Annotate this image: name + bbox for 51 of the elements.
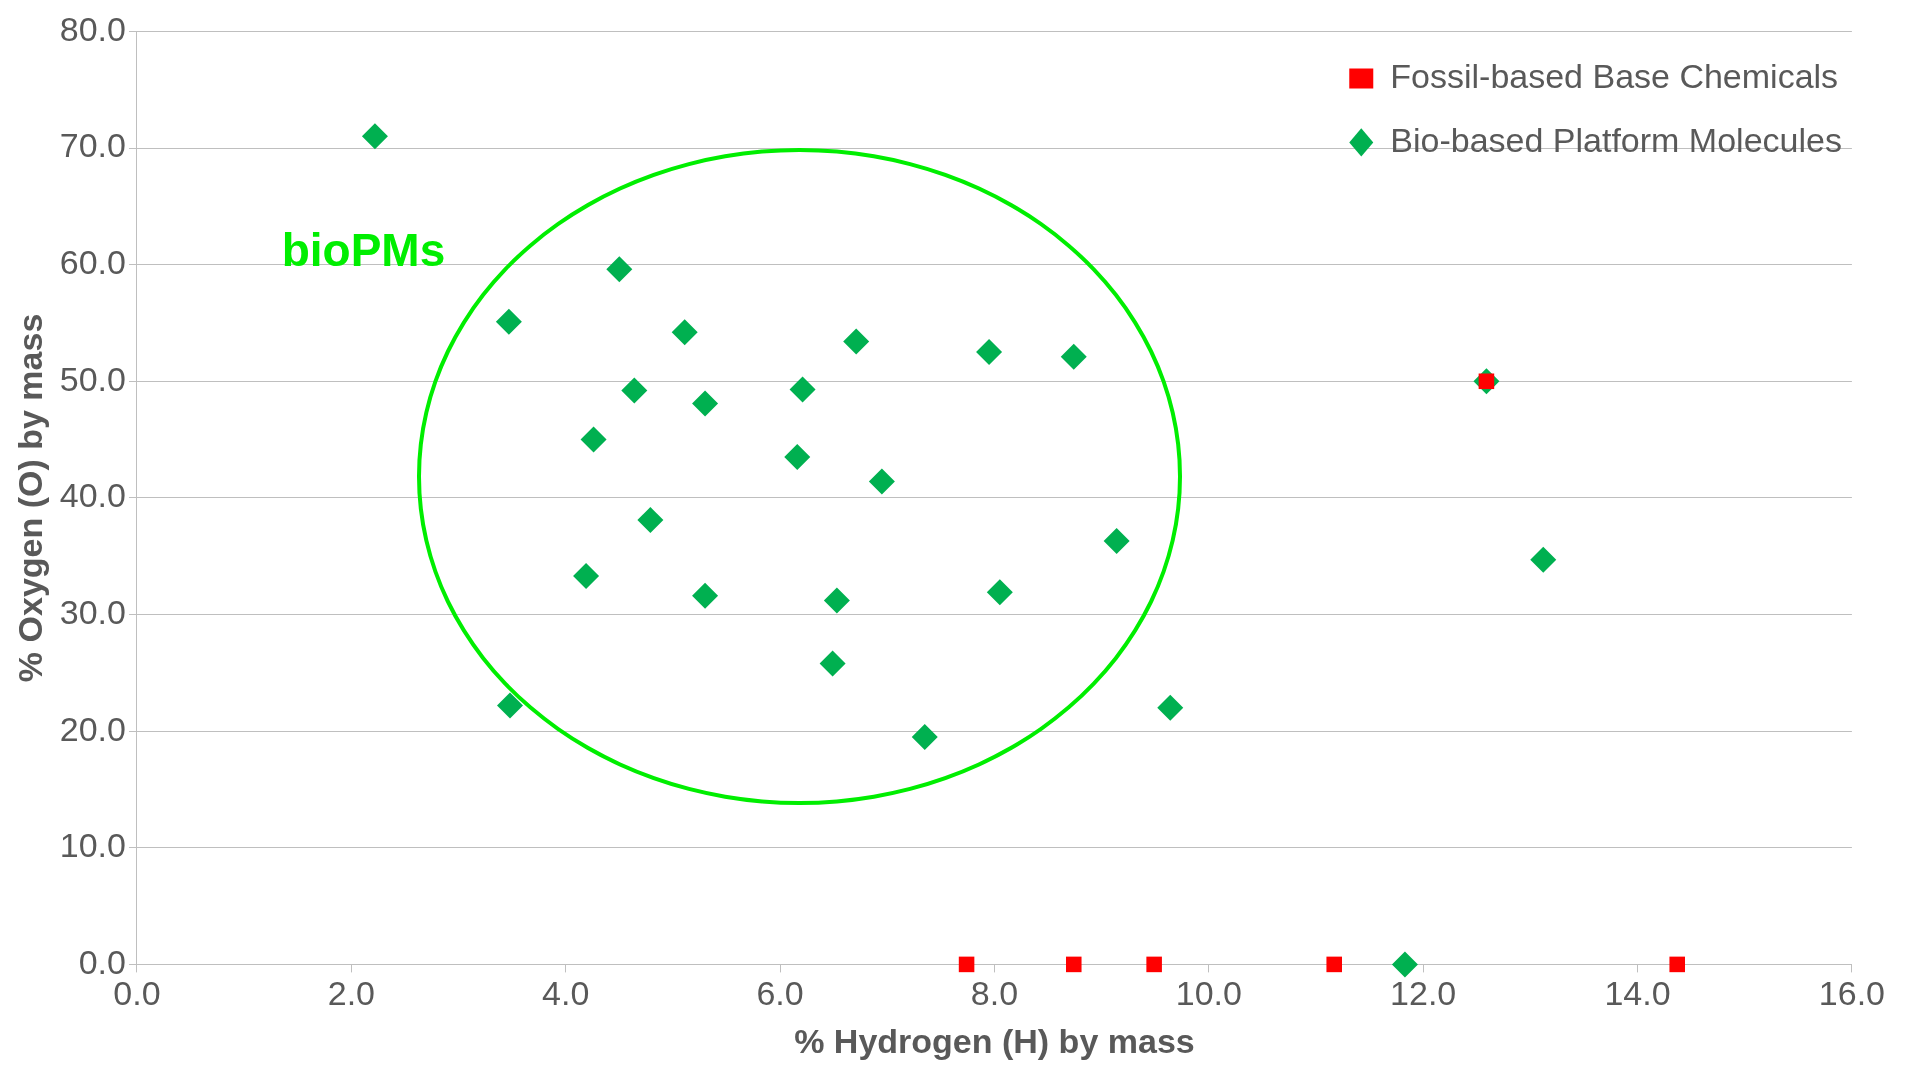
x-tick-label: 10.0 [1175, 974, 1242, 1013]
point [692, 582, 719, 609]
y-tick-label: 70.0 [59, 126, 126, 165]
y-tick-label: 10.0 [59, 826, 126, 865]
point [692, 390, 719, 417]
y-tick-label: 80.0 [59, 9, 126, 48]
point [819, 650, 846, 677]
legend-label: Bio-based Platform Molecules [1390, 120, 1842, 159]
point [621, 377, 648, 404]
point [986, 579, 1013, 606]
point [361, 123, 388, 150]
y-tick-label: 30.0 [59, 592, 126, 631]
y-tick-label: 20.0 [59, 709, 126, 748]
x-tick-label: 2.0 [327, 974, 375, 1013]
point [495, 308, 522, 335]
point [1391, 951, 1418, 978]
x-tick-label: 6.0 [756, 974, 804, 1013]
y-tick-label: 40.0 [59, 476, 126, 515]
y-axis-title: % Oxygen (O) by mass [10, 313, 49, 683]
point [976, 339, 1003, 366]
x-tick-label: 4.0 [542, 974, 590, 1013]
point [1103, 528, 1130, 555]
y-tick-label: 50.0 [59, 359, 126, 398]
point [911, 723, 938, 750]
point [843, 328, 870, 355]
x-axis-title: % Hydrogen (H) by mass [794, 1021, 1195, 1060]
x-tick-label: 12.0 [1390, 974, 1457, 1013]
point [784, 444, 811, 471]
point [580, 426, 607, 453]
point [958, 956, 975, 973]
point [868, 468, 895, 495]
point [573, 563, 600, 590]
point [496, 692, 523, 719]
annotation: bioPMs [281, 223, 446, 276]
point [606, 256, 633, 283]
point [1157, 694, 1184, 721]
point [1326, 956, 1342, 973]
point [1060, 343, 1087, 370]
y-tick-label: 60.0 [59, 243, 126, 282]
point [1669, 956, 1685, 973]
point [1065, 956, 1082, 973]
point [671, 319, 698, 346]
point [637, 507, 664, 534]
x-tick-label: 8.0 [970, 974, 1019, 1013]
legend-label: Fossil-based Base Chemicals [1390, 56, 1839, 95]
point [1530, 546, 1557, 573]
point [823, 587, 850, 614]
x-tick-label: 16.0 [1818, 974, 1886, 1013]
x-tick-label: 14.0 [1604, 974, 1671, 1013]
point [789, 376, 816, 403]
point [1146, 956, 1162, 973]
